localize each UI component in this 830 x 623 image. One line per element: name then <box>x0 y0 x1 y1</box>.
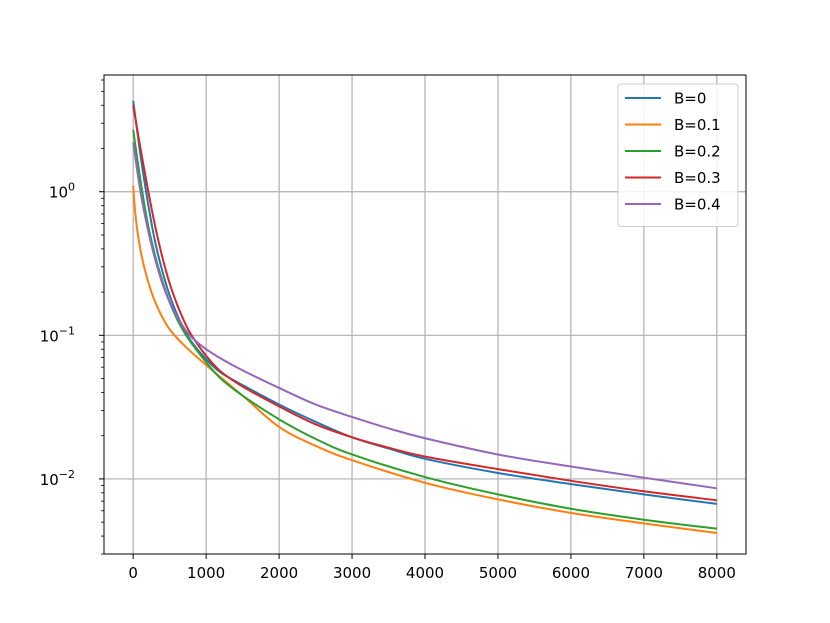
x-tick-label: 6000 <box>552 564 590 582</box>
series-line-b-0-3 <box>132 105 717 502</box>
legend-label-b-0: B=0 <box>674 90 706 108</box>
legend-label-b-0-2: B=0.2 <box>674 143 721 161</box>
y-tick-label: 10−2 <box>40 468 75 489</box>
x-tick-label: 7000 <box>625 564 663 582</box>
legend: B=0 B=0.1 B=0.2 B=0.3 B=0.4 <box>617 83 739 227</box>
legend-label-b-0-3: B=0.3 <box>674 169 721 187</box>
x-tick-label: 3000 <box>333 564 371 582</box>
axis-ticks: 0 1000 2000 3000 4000 5000 6000 7000 8000 100 10−1… <box>40 79 736 582</box>
legend-label-b-0-1: B=0.1 <box>674 116 721 134</box>
x-tick-label: 1000 <box>187 564 225 582</box>
legend-box <box>617 83 739 227</box>
x-tick-label: 2000 <box>260 564 298 582</box>
grid <box>104 75 746 554</box>
x-tick-label: 4000 <box>406 564 444 582</box>
series-line-b-0-4 <box>132 142 717 490</box>
x-tick-label: 0 <box>128 564 138 582</box>
x-tick-label: 5000 <box>479 564 517 582</box>
x-tick-label: 8000 <box>698 564 736 582</box>
y-tick-label: 10−1 <box>40 324 75 345</box>
y-tick-label: 100 <box>49 181 75 202</box>
legend-label-b-0-4: B=0.4 <box>674 196 721 214</box>
series-lines <box>132 100 717 535</box>
